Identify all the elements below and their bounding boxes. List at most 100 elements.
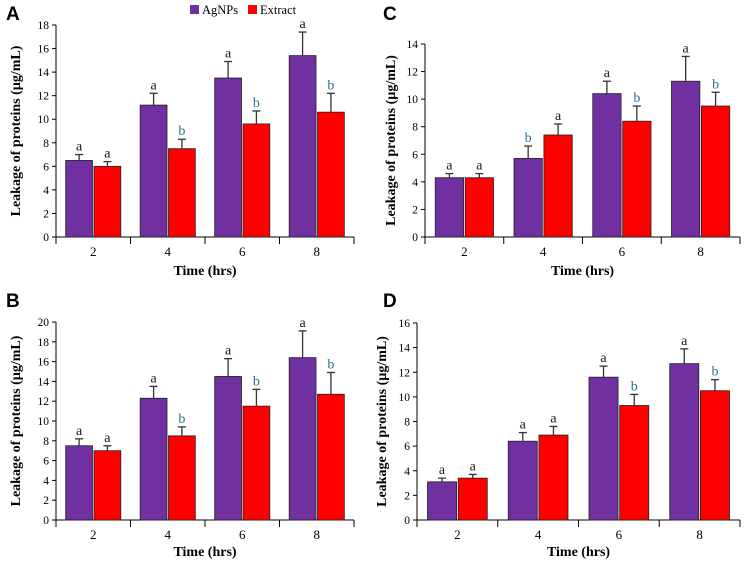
x-tick-label: 6 <box>619 244 626 259</box>
significance-letter: b <box>633 91 640 106</box>
significance-letter: b <box>253 96 260 111</box>
legend-swatch-agnps <box>190 5 199 14</box>
y-tick-label: 12 <box>407 67 419 79</box>
bar-agnps-6 <box>214 376 242 521</box>
y-tick-label: 0 <box>43 515 49 527</box>
x-tick-label: 8 <box>314 527 321 542</box>
y-tick-label: 0 <box>404 515 410 527</box>
y-axis-title: Leakage of proteins (µg/mL) <box>9 45 24 216</box>
significance-letter: a <box>446 159 453 174</box>
panel-letter: B <box>6 291 20 312</box>
significance-letter: b <box>631 379 638 394</box>
x-axis-title: Time (hrs) <box>551 264 614 279</box>
y-tick-label: 18 <box>38 337 50 349</box>
bar-extract-8 <box>317 111 345 238</box>
significance-letter: a <box>76 140 83 155</box>
y-axis-title: Leakage of proteins (µg/mL) <box>375 336 390 507</box>
x-tick-label: 8 <box>314 244 321 259</box>
panel-letter: C <box>383 4 397 25</box>
bar-extract-4 <box>168 435 196 521</box>
significance-letter: a <box>104 431 111 446</box>
significance-letter: a <box>299 17 306 32</box>
bar-extract-6 <box>242 123 271 238</box>
significance-letter: b <box>327 357 334 372</box>
x-tick-label: 8 <box>697 244 704 259</box>
y-tick-label: 0 <box>412 232 418 244</box>
significance-letter: b <box>327 78 334 93</box>
x-tick-label: 4 <box>165 527 172 542</box>
y-tick-label: 8 <box>404 417 410 429</box>
legend: AgNPs Extract <box>190 3 297 17</box>
significance-letter: a <box>600 351 607 366</box>
bar-agnps-8 <box>671 80 701 238</box>
significance-letter: a <box>550 411 557 426</box>
x-tick-label: 4 <box>540 244 547 259</box>
panels: A 0 2 4 6 8 10 12 14 16 18 2 a a 4 a b 6 a b 8 a b Time (hrs) Le… <box>6 4 741 560</box>
x-axis-title: Time (hrs) <box>173 545 236 560</box>
significance-letter: a <box>681 334 688 349</box>
y-tick-label: 8 <box>43 436 49 448</box>
bar-agnps-8 <box>288 357 317 521</box>
bar-agnps-4 <box>139 397 168 521</box>
significance-letter: b <box>711 365 718 380</box>
significance-letter: b <box>525 131 532 146</box>
panel-d: D 0 2 4 6 8 10 12 14 16 2 a a 4 a a 6 a b 8 a b Time (hrs) Leak… <box>375 291 741 560</box>
bar-agnps-2 <box>434 177 464 238</box>
legend-swatch-extract <box>248 5 257 14</box>
bar-agnps-2 <box>65 160 93 238</box>
y-tick-label: 16 <box>38 44 50 56</box>
x-axis-title: Time (hrs) <box>173 264 236 279</box>
bar-agnps-4 <box>139 104 168 238</box>
bar-extract-2 <box>464 177 494 238</box>
y-tick-label: 12 <box>38 91 50 103</box>
significance-letter: a <box>683 41 690 56</box>
bar-extract-2 <box>93 450 122 521</box>
panel-b: B 0 2 4 6 8 10 12 14 16 18 20 2 a a 4 a b 6 a b 8 a b Time (hrs)… <box>6 291 355 560</box>
y-tick-label: 16 <box>399 318 411 330</box>
x-tick-label: 4 <box>535 527 542 542</box>
y-tick-label: 2 <box>412 204 418 216</box>
y-tick-label: 12 <box>38 396 50 408</box>
x-tick-label: 2 <box>90 244 97 259</box>
significance-letter: a <box>555 109 562 124</box>
y-tick-label: 14 <box>399 343 411 355</box>
significance-letter: b <box>178 412 185 427</box>
panel-letter: A <box>6 4 20 25</box>
y-tick-label: 4 <box>412 177 418 189</box>
bar-extract-8 <box>700 390 730 521</box>
legend-label-extract: Extract <box>260 3 297 17</box>
x-tick-label: 8 <box>696 527 703 542</box>
significance-letter: a <box>150 371 157 386</box>
bar-extract-8 <box>701 105 731 238</box>
significance-letter: b <box>253 374 260 389</box>
y-tick-label: 4 <box>43 475 49 487</box>
significance-letter: a <box>225 47 232 62</box>
y-tick-label: 2 <box>404 490 410 502</box>
y-tick-label: 8 <box>412 122 418 134</box>
y-tick-label: 12 <box>399 367 411 379</box>
significance-letter: a <box>604 66 611 81</box>
y-tick-label: 18 <box>38 20 50 32</box>
y-tick-label: 10 <box>399 392 411 404</box>
bar-extract-4 <box>538 434 569 521</box>
significance-letter: b <box>712 77 719 92</box>
bar-extract-4 <box>543 134 573 238</box>
x-tick-label: 2 <box>90 527 97 542</box>
y-tick-label: 6 <box>43 456 49 468</box>
x-tick-label: 2 <box>454 527 461 542</box>
panel-a: A 0 2 4 6 8 10 12 14 16 18 2 a a 4 a b 6 a b 8 a b Time (hrs) Le… <box>6 4 355 279</box>
bar-extract-2 <box>457 477 488 521</box>
significance-letter: a <box>104 147 111 162</box>
y-axis-title: Leakage of proteins (µg/mL) <box>384 55 399 226</box>
significance-letter: a <box>299 316 306 331</box>
y-tick-label: 6 <box>43 161 49 173</box>
bar-agnps-4 <box>507 440 538 521</box>
x-tick-label: 6 <box>239 527 246 542</box>
bar-agnps-2 <box>427 481 457 521</box>
bar-agnps-6 <box>214 77 242 238</box>
bar-extract-4 <box>168 148 196 238</box>
y-tick-label: 4 <box>43 185 49 197</box>
legend-label-agnps: AgNPs <box>202 3 238 17</box>
y-tick-label: 10 <box>38 114 50 126</box>
